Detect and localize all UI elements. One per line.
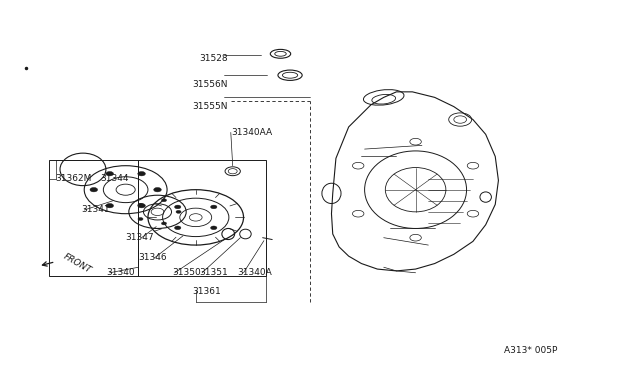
Text: 31347: 31347 (125, 233, 154, 242)
Circle shape (138, 171, 145, 176)
Text: 31362M: 31362M (56, 174, 92, 183)
Text: FRONT: FRONT (62, 252, 93, 275)
Circle shape (175, 226, 181, 230)
Circle shape (106, 171, 113, 176)
Text: 31346: 31346 (138, 253, 167, 263)
Circle shape (211, 205, 217, 209)
Circle shape (176, 211, 181, 213)
Circle shape (161, 222, 166, 225)
Circle shape (175, 205, 181, 209)
Text: 31528: 31528 (199, 54, 228, 63)
Circle shape (211, 226, 217, 230)
Text: 31555N: 31555N (192, 102, 228, 111)
Circle shape (106, 203, 113, 208)
Circle shape (154, 187, 161, 192)
Circle shape (138, 203, 143, 206)
Text: 31350: 31350 (172, 268, 201, 277)
Text: 31341: 31341 (81, 205, 109, 215)
Text: 31340A: 31340A (237, 268, 272, 277)
Text: 31344: 31344 (100, 174, 129, 183)
Text: 31361: 31361 (193, 287, 221, 296)
Text: A313* 005P: A313* 005P (504, 346, 557, 355)
Circle shape (138, 218, 143, 221)
Text: 31556N: 31556N (192, 80, 228, 89)
Circle shape (161, 199, 166, 202)
Circle shape (138, 203, 145, 208)
Text: 31351: 31351 (199, 268, 228, 277)
Text: 31340: 31340 (106, 268, 135, 277)
Text: 31340AA: 31340AA (231, 128, 272, 137)
Circle shape (90, 187, 98, 192)
